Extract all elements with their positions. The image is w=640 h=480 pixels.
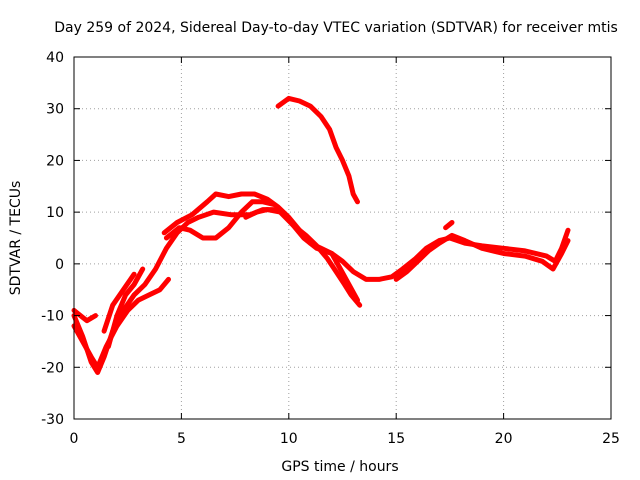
x-tick-label: 0 bbox=[70, 431, 79, 447]
series-line-track-8 bbox=[243, 207, 363, 308]
x-tick-label: 20 bbox=[495, 431, 513, 447]
y-tick-label: -30 bbox=[41, 412, 64, 428]
data-series bbox=[71, 95, 571, 375]
y-tick-label: 0 bbox=[55, 257, 64, 273]
y-axis-ticks: -30 -20 -10 0 10 20 30 40 bbox=[41, 50, 611, 428]
series-line-track-2 bbox=[71, 276, 171, 370]
x-axis-label: GPS time / hours bbox=[281, 459, 398, 475]
series-line-track-10 bbox=[393, 232, 571, 282]
x-tick-label: 5 bbox=[177, 431, 186, 447]
series-line-track-5 bbox=[105, 266, 146, 350]
series-line-track-3 bbox=[71, 307, 98, 324]
x-tick-label: 25 bbox=[602, 431, 620, 447]
series-line-track-1 bbox=[71, 207, 571, 375]
x-tick-label: 10 bbox=[280, 431, 298, 447]
plot-frame bbox=[73, 56, 612, 420]
y-tick-label: 10 bbox=[46, 205, 64, 221]
series-line-track-6 bbox=[163, 199, 277, 241]
y-tick-label: 40 bbox=[46, 50, 64, 66]
series-line-track-4 bbox=[101, 271, 137, 334]
series-line-track-7 bbox=[161, 191, 360, 303]
x-tick-label: 15 bbox=[387, 431, 405, 447]
y-tick-label: 20 bbox=[46, 153, 64, 169]
y-tick-label: -20 bbox=[41, 360, 64, 376]
x-axis-ticks: 0 5 10 15 20 25 bbox=[70, 57, 620, 447]
chart-title: Day 259 of 2024, Sidereal Day-to-day VTE… bbox=[54, 20, 618, 36]
y-tick-label: 30 bbox=[46, 102, 64, 118]
y-axis-label: SDTVAR / TECUs bbox=[8, 181, 24, 296]
series-line-track-9 bbox=[275, 95, 360, 205]
series-line-track-11 bbox=[443, 220, 455, 231]
y-tick-label: -10 bbox=[41, 309, 64, 325]
grid-lines bbox=[74, 57, 611, 419]
